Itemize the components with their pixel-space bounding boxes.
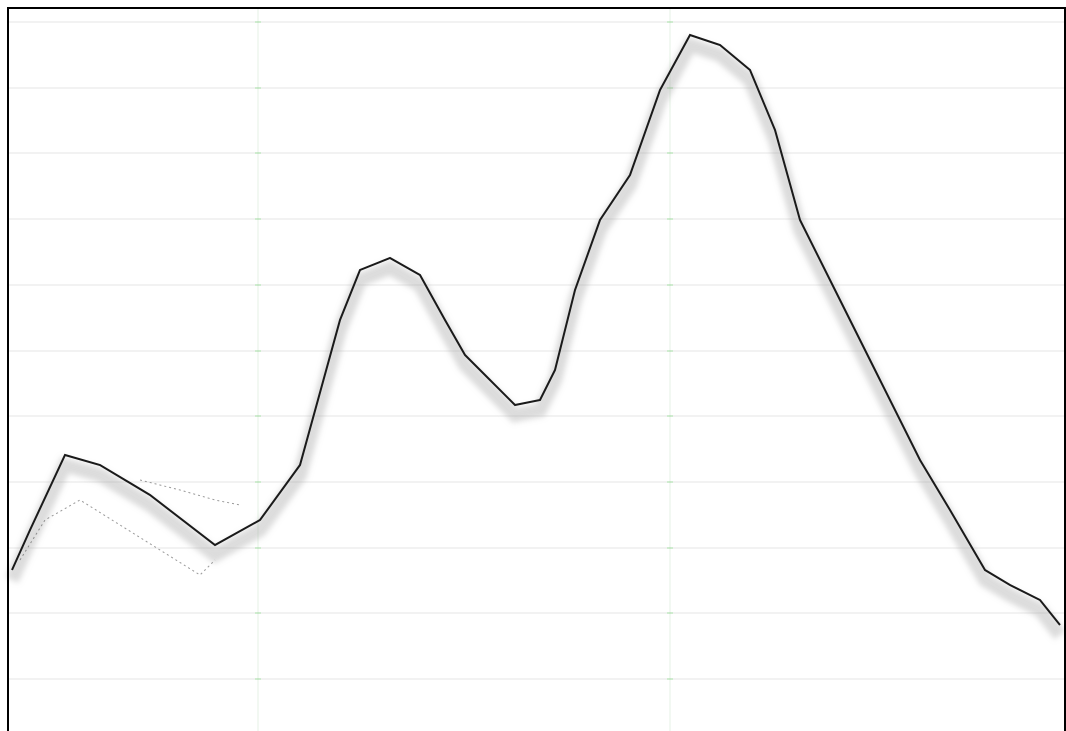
echogram-view [0, 0, 1066, 731]
page: (() => { JSON.parse(document.getElementB… [0, 0, 1066, 731]
background [0, 0, 1066, 731]
